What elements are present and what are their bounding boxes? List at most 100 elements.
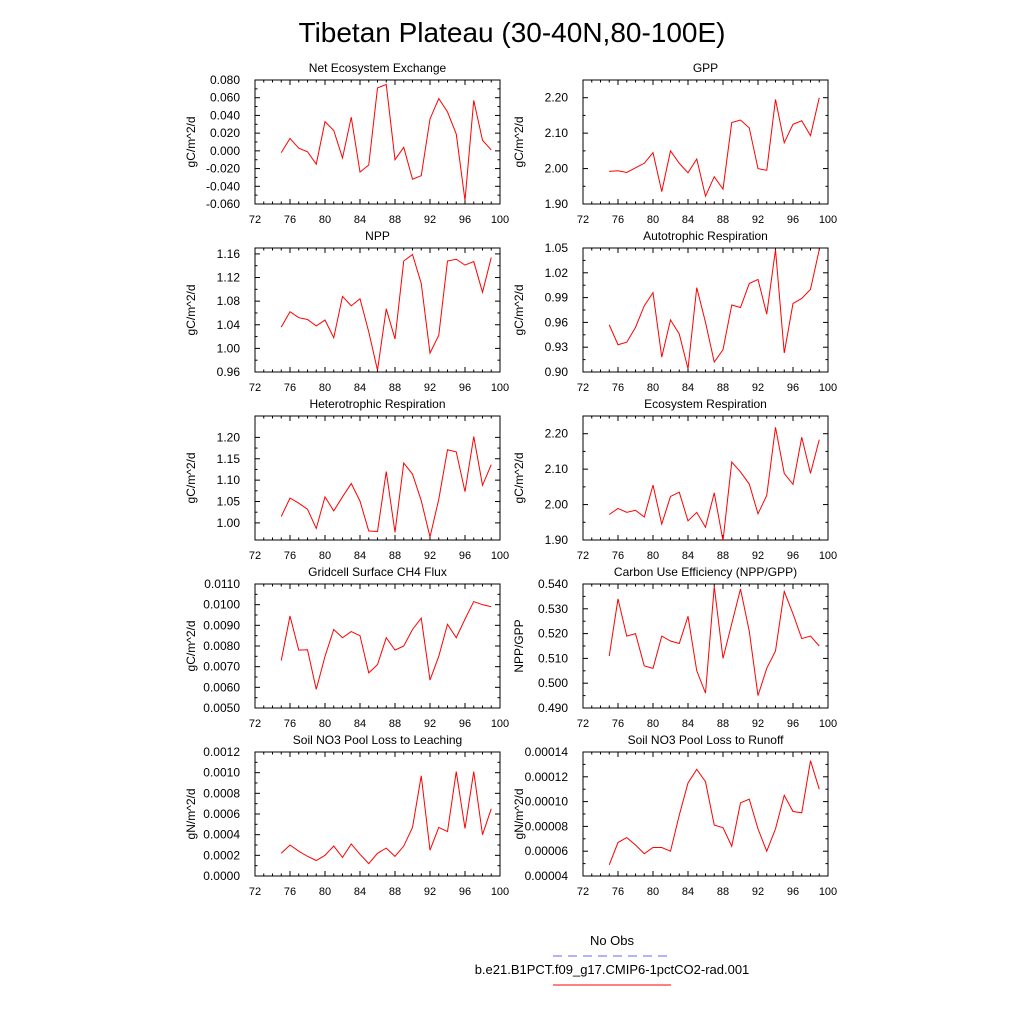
x-tick-label: 88 xyxy=(389,718,401,730)
y-tick-label: 0.0002 xyxy=(203,848,240,862)
x-tick-label: 96 xyxy=(459,718,471,730)
panel-2: GPP gC/m^2/d 72 76 80 84 88 92 96 100 1.90 2.00 2.10… xyxy=(512,61,837,226)
panel-title: Ecosystem Respiration xyxy=(644,397,767,411)
y-tick-label: 0.080 xyxy=(210,73,240,87)
y-tick-label: 1.10 xyxy=(217,473,241,487)
x-tick-label: 92 xyxy=(424,550,436,562)
panel-9: Soil NO3 Pool Loss to Leaching gN/m^2/d 72… xyxy=(184,733,509,898)
x-tick-label: 84 xyxy=(682,382,694,394)
series-line-1 xyxy=(280,83,492,201)
panel-4: Autotrophic Respiration gC/m^2/d 72 76 80 84 8… xyxy=(512,229,837,394)
x-tick-label: 72 xyxy=(249,214,261,226)
y-tick-label: 0.060 xyxy=(210,91,240,105)
x-tick-label: 72 xyxy=(577,886,589,898)
y-tick-label: 1.05 xyxy=(217,495,241,509)
y-axis-label: gN/m^2/d xyxy=(512,789,526,840)
y-tick-label: 1.04 xyxy=(217,318,241,332)
y-axis-label: gC/m^2/d xyxy=(184,621,198,672)
y-tick-label: 0.0050 xyxy=(203,701,240,715)
y-tick-label: 2.20 xyxy=(545,91,569,105)
x-tick-label: 84 xyxy=(354,550,366,562)
panel-8: Carbon Use Efficiency (NPP/GPP) NPP/GPP 72… xyxy=(512,565,837,730)
x-tick-label: 88 xyxy=(717,886,729,898)
x-tick-label: 96 xyxy=(787,550,799,562)
y-tick-label: 1.15 xyxy=(217,452,241,466)
y-tick-label: 0.0110 xyxy=(204,577,240,591)
y-axis-label: gC/m^2/d xyxy=(184,285,198,336)
x-tick-label: 76 xyxy=(612,718,624,730)
y-tick-label: 1.02 xyxy=(545,266,569,280)
x-tick-label: 100 xyxy=(491,550,509,562)
x-tick-label: 88 xyxy=(717,550,729,562)
y-tick-label: 0.0090 xyxy=(203,618,240,632)
y-axis-label: gN/m^2/d xyxy=(184,789,198,840)
x-tick-label: 88 xyxy=(717,718,729,730)
y-tick-label: 2.00 xyxy=(545,498,569,512)
y-tick-label: 0.520 xyxy=(538,627,568,641)
x-tick-label: 80 xyxy=(647,550,659,562)
x-tick-label: 96 xyxy=(787,718,799,730)
x-tick-label: 76 xyxy=(612,214,624,226)
y-tick-label: -0.060 xyxy=(206,197,240,211)
panel-title: GPP xyxy=(693,61,718,75)
x-tick-label: 88 xyxy=(717,382,729,394)
y-tick-label: 1.00 xyxy=(217,516,241,530)
x-tick-label: 92 xyxy=(424,886,436,898)
x-tick-label: 92 xyxy=(752,718,764,730)
panel-title: Gridcell Surface CH4 Flux xyxy=(308,565,447,579)
x-tick-label: 76 xyxy=(612,886,624,898)
y-tick-label: 0.020 xyxy=(210,126,240,140)
x-tick-label: 84 xyxy=(354,382,366,394)
series-line-1 xyxy=(608,249,820,369)
y-tick-label: 0.490 xyxy=(538,701,568,715)
series-line-1 xyxy=(280,600,492,690)
legend: No Obs b.e21.B1PCT.f09_g17.CMIP6-1pctCO2-… xyxy=(475,933,750,986)
y-axis-label: gC/m^2/d xyxy=(512,285,526,336)
series-line-1 xyxy=(608,760,820,866)
x-tick-label: 76 xyxy=(612,382,624,394)
series-line-1 xyxy=(608,586,820,696)
y-tick-label: 0.0000 xyxy=(203,869,240,883)
x-tick-label: 88 xyxy=(389,214,401,226)
x-tick-label: 84 xyxy=(682,214,694,226)
legend-label-2: b.e21.B1PCT.f09_g17.CMIP6-1pctCO2-rad.00… xyxy=(475,962,750,977)
x-tick-label: 72 xyxy=(249,550,261,562)
y-tick-label: 0.040 xyxy=(210,108,240,122)
x-tick-label: 92 xyxy=(752,214,764,226)
x-tick-label: 72 xyxy=(249,886,261,898)
x-tick-label: 100 xyxy=(491,718,509,730)
y-tick-label: 0.93 xyxy=(545,340,569,354)
x-tick-label: 100 xyxy=(491,382,509,394)
x-tick-label: 88 xyxy=(389,886,401,898)
y-tick-label: 1.16 xyxy=(217,247,241,261)
x-tick-label: 92 xyxy=(424,718,436,730)
x-tick-label: 80 xyxy=(319,550,331,562)
panel-title: NPP xyxy=(365,229,390,243)
series-line-1 xyxy=(608,427,820,541)
x-tick-label: 84 xyxy=(354,718,366,730)
y-tick-label: -0.020 xyxy=(206,162,240,176)
x-tick-label: 72 xyxy=(577,550,589,562)
panel-grid: Net Ecosystem Exchange gC/m^2/d 72 76 80 84 88… xyxy=(184,61,837,898)
y-tick-label: 0.00004 xyxy=(525,869,569,883)
y-axis-label: gC/m^2/d xyxy=(512,117,526,168)
x-tick-label: 72 xyxy=(577,382,589,394)
y-tick-label: 0.0070 xyxy=(203,660,240,674)
x-tick-label: 100 xyxy=(819,718,837,730)
x-tick-label: 72 xyxy=(249,718,261,730)
y-tick-label: 0.99 xyxy=(545,291,569,305)
panel-title: Soil NO3 Pool Loss to Runoff xyxy=(628,733,785,747)
y-tick-label: 1.12 xyxy=(217,271,241,285)
y-tick-label: 0.000 xyxy=(210,144,240,158)
x-tick-label: 76 xyxy=(284,718,296,730)
x-tick-label: 80 xyxy=(319,718,331,730)
y-tick-label: 0.00010 xyxy=(525,795,569,809)
x-tick-label: 84 xyxy=(682,886,694,898)
y-tick-label: 0.00008 xyxy=(525,819,569,833)
x-tick-label: 96 xyxy=(459,550,471,562)
y-tick-label: 0.0100 xyxy=(203,598,240,612)
y-tick-label: 0.510 xyxy=(538,651,568,665)
y-tick-label: 0.00014 xyxy=(525,745,569,759)
